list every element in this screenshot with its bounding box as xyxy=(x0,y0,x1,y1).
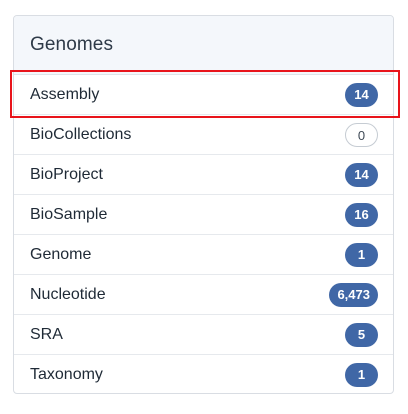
item-label: SRA xyxy=(30,325,63,343)
item-label: BioSample xyxy=(30,205,108,223)
list-item-sra[interactable]: SRA 5 xyxy=(14,315,393,355)
database-list: Assembly 14 BioCollections 0 BioProject … xyxy=(14,75,393,393)
list-item-biosample[interactable]: BioSample 16 xyxy=(14,195,393,235)
count-badge: 5 xyxy=(345,322,378,347)
list-item-nucleotide[interactable]: Nucleotide 6,473 xyxy=(14,275,393,315)
list-item-genome[interactable]: Genome 1 xyxy=(14,235,393,275)
count-badge: 14 xyxy=(345,82,378,107)
item-label: Taxonomy xyxy=(30,366,103,383)
count-badge: 14 xyxy=(345,162,378,187)
list-item-bioproject[interactable]: BioProject 14 xyxy=(14,155,393,195)
item-label: Assembly xyxy=(30,85,100,103)
panel-header: Genomes xyxy=(14,16,393,75)
list-item-assembly[interactable]: Assembly 14 xyxy=(14,75,393,115)
count-badge: 6,473 xyxy=(329,282,378,307)
item-label: Genome xyxy=(30,245,92,263)
count-badge: 1 xyxy=(345,242,378,267)
count-badge: 0 xyxy=(345,122,378,147)
panel-title: Genomes xyxy=(30,34,114,55)
list-item-biocollections[interactable]: BioCollections 0 xyxy=(14,115,393,155)
genomes-panel: Genomes Assembly 14 BioCollections 0 Bio… xyxy=(13,15,394,394)
list-item-taxonomy[interactable]: Taxonomy 1 xyxy=(14,355,393,393)
count-badge: 16 xyxy=(345,202,378,227)
count-badge: 1 xyxy=(345,363,378,387)
item-label: BioProject xyxy=(30,165,103,183)
item-label: BioCollections xyxy=(30,125,132,143)
item-label: Nucleotide xyxy=(30,285,106,303)
